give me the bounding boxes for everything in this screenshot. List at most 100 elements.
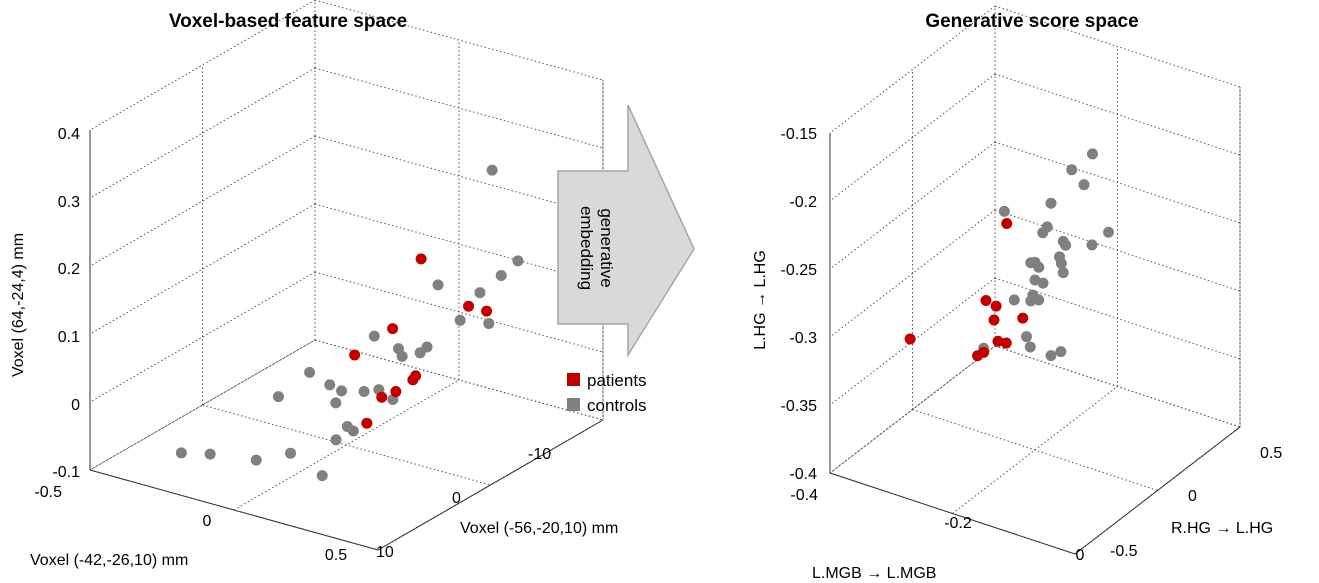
patient-point — [990, 300, 1002, 312]
patient-point — [387, 323, 399, 335]
control-point — [175, 447, 187, 459]
gridline — [89, 339, 316, 471]
control-point — [358, 386, 370, 397]
generative-embedding-arrow: generative embedding — [557, 104, 695, 358]
patient-point — [376, 391, 388, 403]
control-point — [1087, 148, 1098, 160]
control-point — [1060, 239, 1072, 251]
control-point — [1024, 341, 1036, 353]
patient-point — [407, 374, 419, 386]
control-point — [1045, 197, 1057, 209]
y-axis-label: R.HG → L.HG — [1171, 520, 1273, 537]
control-point — [1054, 251, 1065, 263]
z-tick-label: 0.3 — [58, 194, 80, 211]
control-point — [1078, 179, 1090, 191]
z-axis-label: Voxel (64,-24,4) mm — [10, 233, 27, 377]
patient-point — [463, 300, 475, 312]
y-tick-label: 10 — [376, 544, 394, 561]
patient-point — [481, 305, 493, 317]
gridline — [89, 135, 316, 267]
legend-label-controls: controls — [587, 396, 647, 415]
y-tick-label: -0.5 — [1110, 543, 1138, 560]
gridline — [994, 345, 1241, 428]
control-point — [454, 314, 466, 326]
y-tick-label: 0 — [452, 490, 461, 507]
voxel-feature-space-chart: Voxel-based feature space 0.4 0.3 0.2 0.… — [10, 0, 618, 569]
x-tick-label: -0.5 — [34, 484, 62, 501]
gridline — [89, 67, 316, 199]
control-point — [414, 347, 426, 359]
control-point — [432, 279, 444, 291]
data-points — [904, 148, 1114, 362]
x-axis-label: L.MGB → L.MGB — [812, 565, 936, 582]
z-tick-label: -0.1 — [52, 464, 80, 481]
gridline — [994, 5, 1241, 88]
patient-point — [980, 295, 992, 307]
arrow-shape — [557, 104, 695, 358]
control-point — [998, 205, 1010, 217]
chart-title: Voxel-based feature space — [169, 11, 407, 32]
gridline — [912, 409, 1158, 491]
patient-point — [349, 349, 361, 361]
x-axis-label: Voxel (-42,-26,10) mm — [30, 552, 188, 569]
control-point — [285, 447, 297, 459]
control-point — [1057, 267, 1069, 279]
control-point — [1103, 226, 1114, 238]
control-point — [368, 330, 380, 342]
control-point — [330, 397, 342, 409]
patient-point — [361, 417, 373, 429]
patient-point — [972, 350, 983, 362]
control-point — [1086, 239, 1098, 251]
control-point — [1055, 346, 1067, 358]
legend: patients controls — [567, 371, 647, 415]
patient-point — [415, 253, 427, 265]
data-points — [175, 164, 524, 482]
patient-point — [904, 333, 916, 345]
x-tick-label: 0 — [203, 513, 212, 530]
patient-point — [988, 314, 1000, 326]
control-point — [486, 164, 498, 176]
z-tick-label: 0.1 — [58, 329, 80, 346]
axis-line — [829, 472, 1076, 555]
control-point — [1029, 274, 1041, 286]
control-point — [204, 448, 216, 460]
gridline — [89, 0, 316, 131]
gridline — [829, 5, 996, 134]
control-point — [1008, 294, 1020, 306]
control-point — [1027, 289, 1039, 301]
control-point — [1041, 221, 1053, 233]
gridline — [202, 404, 491, 486]
arrow-label-line-2: embedding — [577, 206, 596, 290]
z-tick-label: -0.3 — [789, 330, 817, 347]
patient-point — [390, 386, 402, 398]
z-tick-label: 0.2 — [58, 261, 80, 278]
control-point — [1029, 256, 1041, 268]
z-tick-label: 0.4 — [58, 126, 80, 143]
patient-point — [1001, 217, 1013, 229]
control-point — [495, 270, 507, 281]
control-point — [347, 425, 359, 437]
control-point — [1066, 164, 1078, 176]
patient-point — [992, 335, 1004, 347]
z-axis-label: L.HG → L.HG — [752, 250, 769, 350]
control-point — [512, 255, 524, 267]
gridline — [89, 271, 316, 403]
arrow-label-line-1: generative — [597, 208, 616, 287]
legend-label-patients: patients — [587, 371, 647, 390]
z-tick-label: -0.2 — [789, 194, 817, 211]
patient-point — [1000, 337, 1012, 349]
y-tick-label: 0 — [1188, 488, 1197, 505]
control-point — [316, 470, 328, 482]
z-tick-label: 0 — [71, 397, 80, 414]
gridline — [89, 339, 316, 471]
control-point — [1045, 350, 1057, 362]
x-tick-label: -0.2 — [944, 515, 972, 532]
generative-score-space-chart: Generative score space -0.15 -0.2 -0.25 … — [752, 5, 1282, 582]
control-point — [330, 434, 342, 446]
control-point — [1021, 331, 1032, 343]
axis-line — [377, 419, 604, 551]
axis-line — [1074, 426, 1241, 555]
control-point — [474, 287, 486, 299]
x-tick-label: 0 — [1076, 547, 1085, 564]
